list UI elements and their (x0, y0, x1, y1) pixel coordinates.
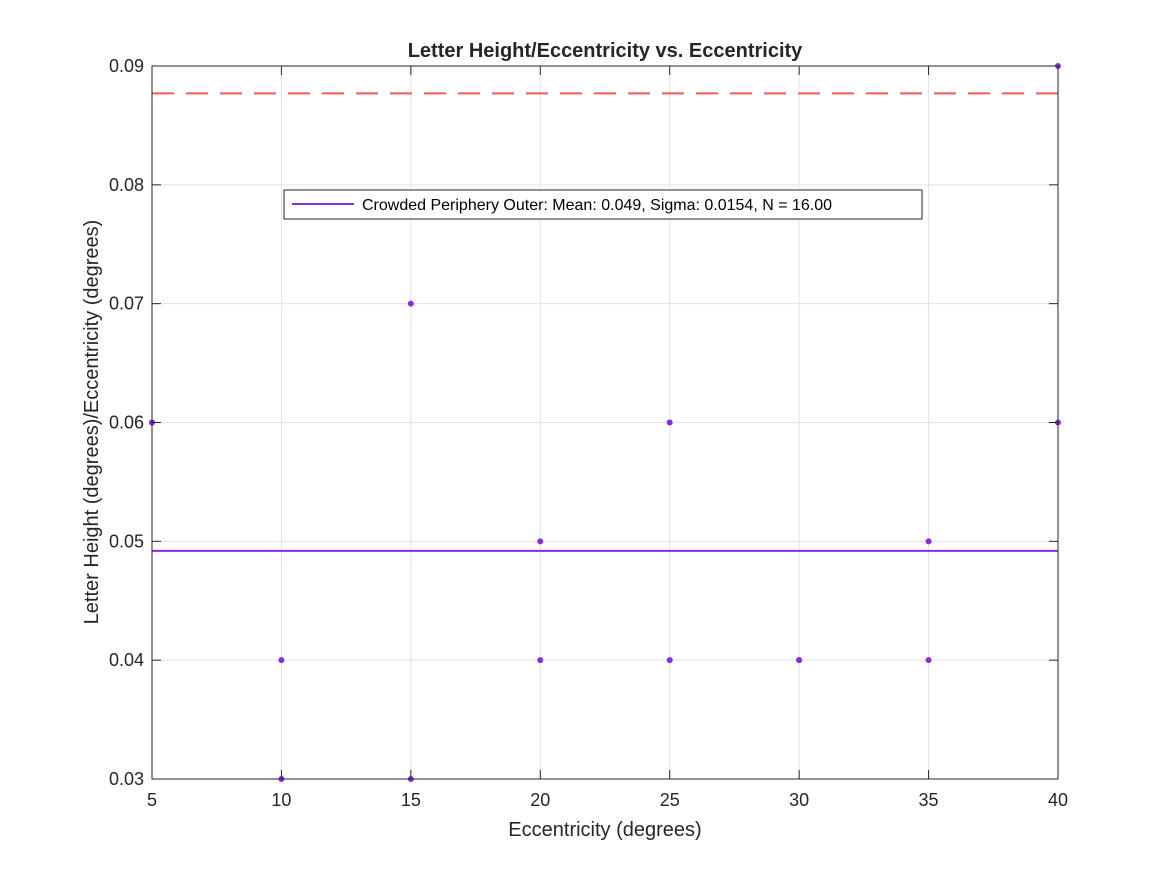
legend-series-label: Crowded Periphery Outer: Mean: 0.049, Si… (362, 197, 832, 214)
data-point (537, 657, 544, 664)
y-tick-label: 0.05 (109, 531, 144, 551)
x-tick-label: 30 (789, 790, 809, 810)
x-tick-label: 35 (919, 790, 939, 810)
x-tick-label: 15 (401, 790, 421, 810)
x-tick-label: 5 (147, 790, 157, 810)
data-point (925, 538, 932, 545)
y-tick-label: 0.04 (109, 650, 144, 670)
chart-title: Letter Height/Eccentricity vs. Eccentric… (408, 40, 803, 62)
x-tick-label: 25 (660, 790, 680, 810)
data-point (666, 657, 673, 664)
data-point (537, 538, 544, 545)
legend: Crowded Periphery Outer: Mean: 0.049, Si… (283, 189, 923, 220)
y-tick-label: 0.07 (109, 294, 144, 314)
y-tick-label: 0.08 (109, 175, 144, 195)
y-tick-label: 0.09 (109, 56, 144, 76)
legend-box (283, 189, 923, 220)
data-point (925, 657, 932, 664)
x-tick-label: 10 (271, 790, 291, 810)
y-tick-label: 0.03 (109, 769, 144, 789)
y-axis-label: Letter Height (degrees)/Eccentricity (de… (81, 220, 103, 625)
data-point (407, 300, 414, 307)
x-axis-label: Eccentricity (degrees) (508, 819, 701, 841)
reference-lines (152, 92, 1058, 552)
data-point (796, 657, 803, 664)
data-point (666, 419, 673, 426)
data-point (278, 657, 285, 664)
y-tick-labels: 0.03 0.04 0.05 0.06 0.07 0.08 0.09 (109, 56, 144, 789)
y-tick-label: 0.06 (109, 413, 144, 433)
x-tick-label: 20 (530, 790, 550, 810)
axis-ticks (151, 65, 1059, 780)
x-tick-label: 40 (1048, 790, 1068, 810)
x-tick-labels: 5 10 15 20 25 30 35 40 (147, 790, 1068, 810)
